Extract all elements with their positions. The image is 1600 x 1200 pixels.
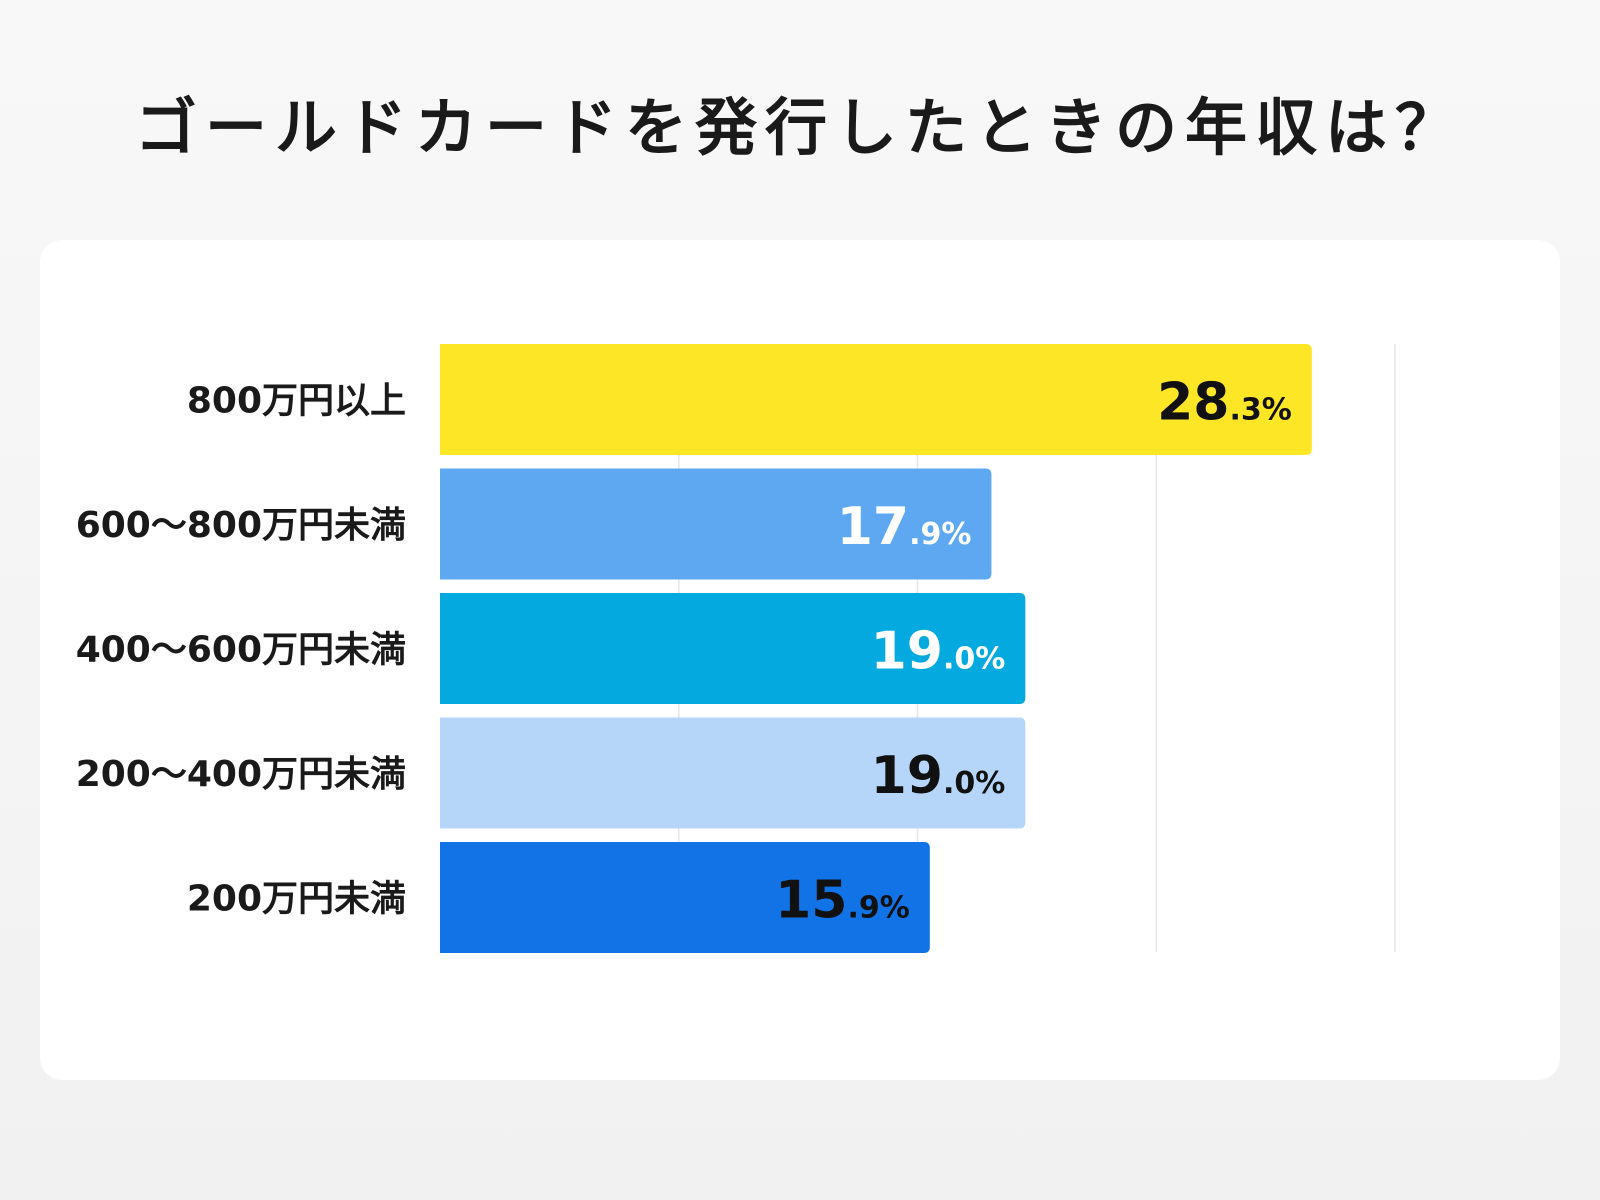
value-label-decimal-1: .3% <box>1229 393 1291 428</box>
category-label-1: 800万円以上 <box>187 381 406 422</box>
category-label-2: 600〜800万円未満 <box>76 505 406 546</box>
category-label-5: 200万円未満 <box>187 879 406 920</box>
value-label-3: 19.0% <box>871 622 1006 682</box>
value-label-main-2: 17 <box>837 497 909 557</box>
chart-title: ゴールドカードを発行したときの年収は？ <box>134 91 1465 164</box>
value-label-decimal-5: .9% <box>847 891 909 926</box>
bar-4 <box>440 717 1026 829</box>
bar-layer <box>440 344 1312 953</box>
bar-1 <box>440 344 1312 455</box>
value-label-decimal-2: .9% <box>909 517 971 552</box>
value-label-5: 15.9% <box>775 871 910 931</box>
value-label-4: 19.0% <box>871 746 1006 806</box>
bar-5 <box>440 842 930 953</box>
label-layer: 800万円以上 28.3%600〜800万円未満 17.9%400〜600万円未満 1… <box>76 373 1292 931</box>
category-label-3: 400〜600万円未満 <box>76 630 406 671</box>
value-label-main-3: 19 <box>871 622 943 682</box>
value-label-1: 28.3% <box>1157 373 1292 433</box>
bar-2 <box>440 468 992 580</box>
bar-chart: 800万円以上 28.3%600〜800万円未満 17.9%400〜600万円未満 1… <box>76 344 1396 953</box>
value-label-2: 17.9% <box>837 497 972 557</box>
category-label-4: 200〜400万円未満 <box>76 754 406 795</box>
bar-3 <box>440 593 1026 704</box>
value-label-main-1: 28 <box>1157 373 1229 433</box>
value-label-decimal-4: .0% <box>943 766 1005 801</box>
value-label-main-4: 19 <box>871 746 943 806</box>
value-label-main-5: 15 <box>775 871 847 931</box>
chart-card: 800万円以上 28.3% 600〜800万円未満 17.9% 400〜600万円未満 1… <box>40 240 1560 1080</box>
value-label-decimal-3: .0% <box>943 642 1005 677</box>
